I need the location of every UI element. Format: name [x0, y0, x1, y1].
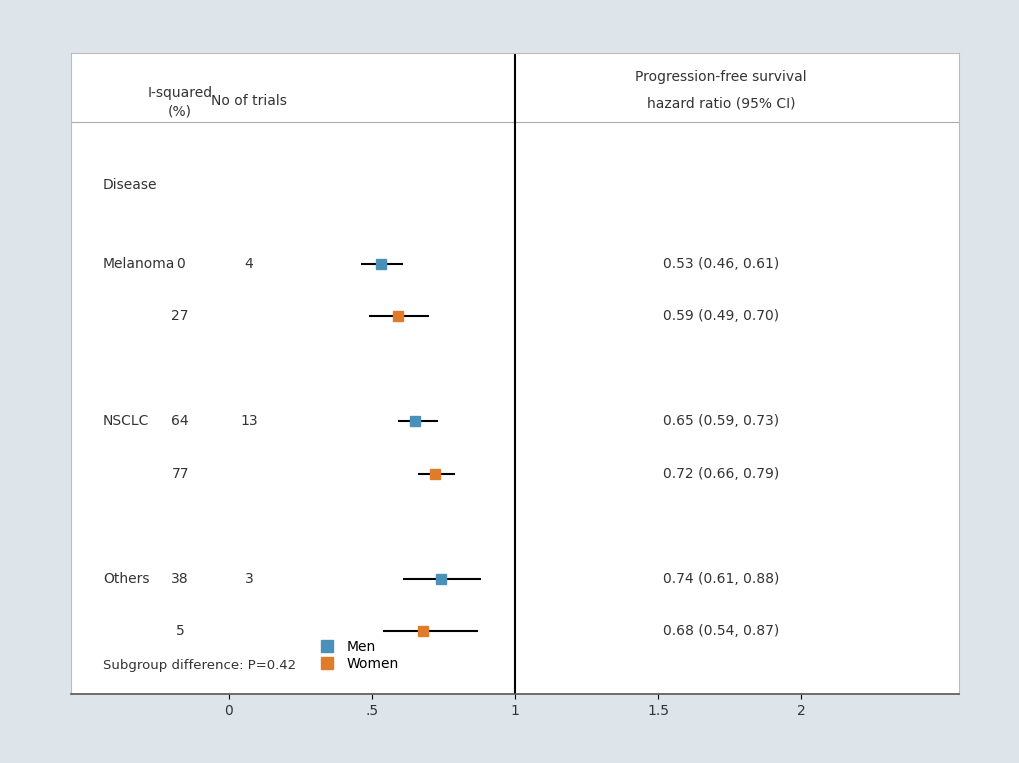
Text: (%): (%) — [168, 105, 192, 118]
Text: Melanoma: Melanoma — [103, 256, 175, 271]
Text: Subgroup difference: P=0.42: Subgroup difference: P=0.42 — [103, 659, 296, 672]
Legend: Men, Women: Men, Women — [307, 634, 404, 677]
Text: 0.65 (0.59, 0.73): 0.65 (0.59, 0.73) — [662, 414, 779, 428]
Text: hazard ratio (95% CI): hazard ratio (95% CI) — [646, 96, 795, 111]
Text: 77: 77 — [171, 467, 189, 481]
Text: NSCLC: NSCLC — [103, 414, 149, 428]
Text: 0: 0 — [175, 256, 184, 271]
Text: 64: 64 — [171, 414, 189, 428]
Text: 3: 3 — [245, 571, 253, 586]
Text: No of trials: No of trials — [211, 94, 286, 108]
Text: Progression-free survival: Progression-free survival — [635, 70, 806, 84]
Text: 0.72 (0.66, 0.79): 0.72 (0.66, 0.79) — [662, 467, 779, 481]
Text: Others: Others — [103, 571, 149, 586]
Text: 13: 13 — [239, 414, 258, 428]
Text: 0.59 (0.49, 0.70): 0.59 (0.49, 0.70) — [662, 309, 779, 323]
Text: 4: 4 — [245, 256, 253, 271]
Text: 5: 5 — [175, 624, 184, 639]
Text: 38: 38 — [171, 571, 189, 586]
Text: Disease: Disease — [103, 178, 157, 192]
Text: 0.53 (0.46, 0.61): 0.53 (0.46, 0.61) — [662, 256, 779, 271]
Text: 27: 27 — [171, 309, 189, 323]
Text: I-squared: I-squared — [148, 85, 213, 100]
Text: 0.68 (0.54, 0.87): 0.68 (0.54, 0.87) — [662, 624, 779, 639]
Text: 0.74 (0.61, 0.88): 0.74 (0.61, 0.88) — [662, 571, 779, 586]
